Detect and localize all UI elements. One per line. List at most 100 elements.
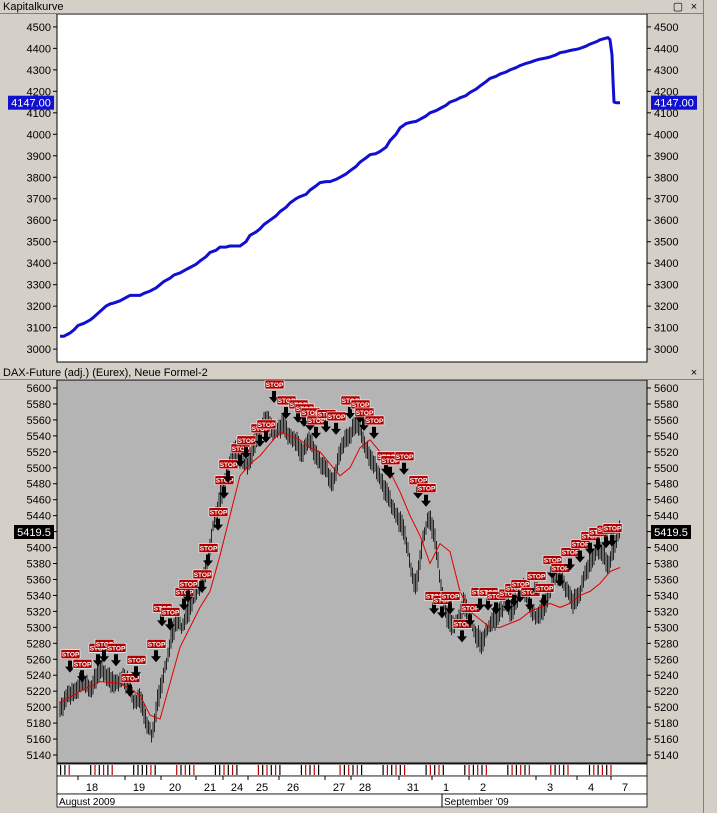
down-arrow-icon xyxy=(503,600,513,613)
date-tick-label: 31 xyxy=(407,782,419,794)
equity-right-tick-label: 4100 xyxy=(654,108,678,120)
down-arrow-icon xyxy=(429,602,439,615)
trade-tick xyxy=(232,765,234,775)
stop-marker xyxy=(256,419,277,430)
equity-current-value-left: 4147.00 xyxy=(11,98,51,110)
price-pane-title: DAX-Future (adj.) (Eurex), Neue Formel-2 xyxy=(3,367,208,379)
stop-marker-label: STOP xyxy=(572,542,590,549)
down-arrow-icon xyxy=(525,598,535,611)
stop-marker-label: STOP xyxy=(62,652,80,659)
date-tick-label: 2 xyxy=(480,782,486,794)
stop-marker xyxy=(146,639,167,649)
trade-tick xyxy=(184,765,186,775)
trade-tick xyxy=(64,765,66,775)
price-left-tick-label: 5200 xyxy=(27,702,51,714)
price-right-tick-label: 5340 xyxy=(654,590,678,602)
down-arrow-icon xyxy=(203,554,213,567)
trade-tick xyxy=(111,765,113,775)
stop-marker xyxy=(306,415,327,426)
trade-tick xyxy=(391,765,393,775)
date-tick-label: 21 xyxy=(204,782,216,794)
trade-tick xyxy=(515,765,517,775)
stop-marker xyxy=(510,579,531,589)
price-bars xyxy=(59,410,620,743)
right-scrollbar[interactable] xyxy=(703,0,717,813)
equity-right-tick-label: 3000 xyxy=(654,344,678,356)
down-arrow-icon xyxy=(491,602,501,615)
trade-tick xyxy=(141,765,143,775)
price-left-tick-label: 5580 xyxy=(27,399,51,411)
stop-marker-label: STOP xyxy=(302,410,320,417)
stop-marker-label: STOP xyxy=(442,593,460,600)
price-left-tick-label: 5600 xyxy=(27,383,51,395)
down-arrow-icon xyxy=(223,470,233,483)
price-current-value-right: 5419.5 xyxy=(654,527,688,539)
stop-marker xyxy=(534,583,555,593)
equity-left-tick-label: 4500 xyxy=(27,22,51,34)
date-tick-label: 7 xyxy=(622,782,628,794)
trade-tick xyxy=(107,765,109,775)
trade-tick xyxy=(318,765,320,775)
trade-tick xyxy=(554,765,556,775)
stop-marker-label: STOP xyxy=(366,418,384,425)
trade-tick xyxy=(262,765,264,775)
trade-tick xyxy=(94,765,96,775)
stop-markers: STOPSTOPSTOPSTOPSTOPSTOPSTOPSTOPSTOPSTOP… xyxy=(60,380,623,697)
stop-marker xyxy=(354,407,375,418)
trade-tick xyxy=(189,765,191,775)
price-current-tag-right xyxy=(651,525,691,540)
stop-marker-label: STOP xyxy=(238,438,256,445)
stop-marker-label: STOP xyxy=(356,410,374,417)
trade-tick xyxy=(395,765,397,775)
down-arrow-icon xyxy=(601,536,611,549)
down-arrow-icon xyxy=(399,462,409,475)
trade-tick xyxy=(309,765,311,775)
price-right-tick-label: 5360 xyxy=(654,574,678,586)
stop-marker-label: STOP xyxy=(582,534,600,541)
equity-right-tick-label: 3300 xyxy=(654,280,678,292)
trade-tick xyxy=(227,765,229,775)
equity-right-tick-label: 4300 xyxy=(654,65,678,77)
equity-pane-header: Kapitalkurve ▢ × xyxy=(0,0,703,14)
down-arrow-icon xyxy=(385,466,395,479)
equity-right-tick-label: 3500 xyxy=(654,237,678,249)
down-arrow-icon xyxy=(331,422,341,435)
trade-tick xyxy=(563,765,565,775)
stop-marker-label: STOP xyxy=(308,418,326,425)
price-right-tick-label: 5220 xyxy=(654,686,678,698)
stop-marker-label: STOP xyxy=(266,382,284,389)
price-left-tick-label: 5280 xyxy=(27,638,51,650)
trade-tick xyxy=(193,765,195,775)
stop-marker xyxy=(264,380,285,390)
down-arrow-icon xyxy=(213,518,223,531)
equity-right-tick-label: 3700 xyxy=(654,194,678,206)
trade-tick xyxy=(404,765,406,775)
close-icon[interactable]: × xyxy=(690,367,698,379)
trade-tick xyxy=(356,765,358,775)
trade-tick xyxy=(257,765,259,775)
down-arrow-icon xyxy=(125,684,135,697)
trade-tick xyxy=(176,765,178,775)
stop-marker-label: STOP xyxy=(552,566,570,573)
equity-left-tick-label: 3800 xyxy=(27,172,51,184)
price-right-tick-label: 5260 xyxy=(654,654,678,666)
down-arrow-icon xyxy=(77,670,87,683)
trade-tick xyxy=(270,765,272,775)
price-current-value-left: 5419.5 xyxy=(17,527,51,539)
price-left-tick-label: 5160 xyxy=(27,734,51,746)
equity-current-tag-left xyxy=(8,95,54,110)
stop-marker xyxy=(364,415,385,426)
down-arrow-icon xyxy=(255,434,265,447)
month-label: August 2009 xyxy=(59,797,116,808)
equity-right-tick-label: 3200 xyxy=(654,301,678,313)
equity-left-tick-label: 3600 xyxy=(27,215,51,227)
down-arrow-icon xyxy=(65,660,75,673)
down-arrow-icon xyxy=(607,534,617,547)
restore-icon[interactable]: ▢ xyxy=(672,1,684,13)
trade-tick xyxy=(90,765,92,775)
close-icon[interactable]: × xyxy=(690,1,698,13)
stop-marker-label: STOP xyxy=(128,657,146,664)
date-tick-label: 19 xyxy=(133,782,145,794)
down-arrow-icon xyxy=(241,446,251,459)
equity-line xyxy=(60,36,620,338)
